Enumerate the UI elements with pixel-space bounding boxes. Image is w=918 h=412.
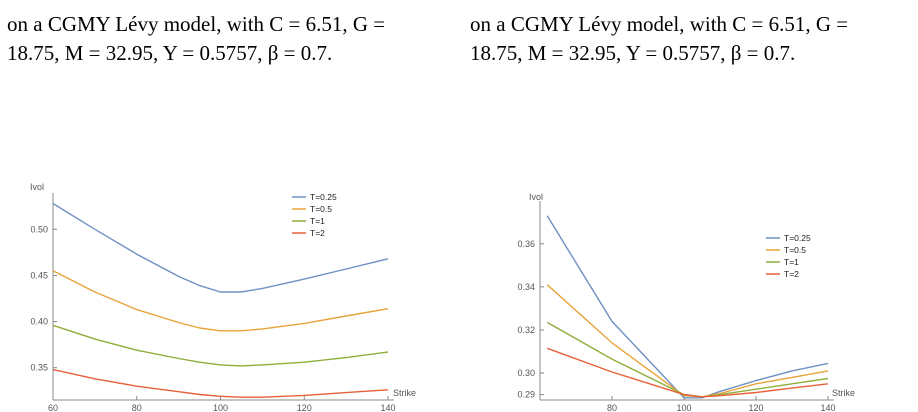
y-tick-label: 0.36 [517, 239, 535, 249]
caption-right-line-1: on a CGMY Lévy model, with C = 6.51, G = [470, 12, 849, 36]
y-tick-label: 0.32 [517, 325, 535, 335]
x-tick-label: 80 [132, 403, 142, 412]
series-line-t-2 [546, 347, 829, 398]
x-axis-label: Strike [832, 388, 855, 398]
legend-label: T=0.5 [310, 204, 332, 214]
y-axis-label: Ivol [529, 192, 543, 202]
y-tick-label: 0.34 [517, 282, 535, 292]
series-line-t-1 [546, 321, 829, 398]
series-line-t-0-25 [52, 202, 389, 293]
y-tick-label: 0.35 [30, 363, 48, 373]
x-tick-label: 140 [380, 403, 395, 412]
x-tick-label: 100 [676, 403, 691, 412]
x-tick-label: 60 [48, 403, 58, 412]
series-line-t-0-25 [546, 215, 829, 399]
legend-label: T=0.25 [784, 233, 811, 243]
caption-right-line-2: 18.75, M = 32.95, Y = 0.5757, β = 0.7. [470, 41, 796, 65]
x-tick-label: 80 [607, 403, 617, 412]
x-tick-label: 120 [748, 403, 763, 412]
legend-label: T=0.25 [310, 192, 337, 202]
x-tick-label: 100 [213, 403, 228, 412]
legend-label: T=2 [784, 269, 799, 279]
caption-left-line-2: 18.75, M = 32.95, Y = 0.5757, β = 0.7. [7, 41, 333, 65]
series-line-t-0-5 [546, 284, 829, 398]
y-tick-label: 0.45 [30, 270, 48, 280]
left-ivol-chart: 60 80 100 120 140 0.35 0.40 0.45 0.50 Strike Ivol T… [30, 182, 416, 412]
legend-label: T=2 [310, 228, 325, 238]
right-ivol-chart: 80 100 120 140 0.29 0.30 0.32 0.34 0.36 Strike Ivo… [517, 192, 855, 412]
series-line-t-0-5 [52, 270, 389, 332]
x-tick-label: 140 [820, 403, 835, 412]
y-tick-label: 0.40 [30, 317, 48, 327]
y-tick-label: 0.29 [517, 390, 535, 400]
legend-label: T=1 [310, 216, 325, 226]
series-line-t-2 [52, 368, 389, 398]
x-axis-label: Strike [393, 388, 416, 398]
caption-left-line-1: on a CGMY Lévy model, with C = 6.51, G = [7, 12, 386, 36]
y-tick-label: 0.50 [30, 224, 48, 234]
x-tick-label: 120 [297, 403, 312, 412]
y-axis-label: Ivol [30, 182, 44, 192]
y-tick-label: 0.30 [517, 368, 535, 378]
legend-label: T=1 [784, 257, 799, 267]
legend-label: T=0.5 [784, 245, 806, 255]
caption-right: on a CGMY Lévy model, with C = 6.51, G =… [470, 10, 916, 68]
series-line-t-1 [52, 324, 389, 367]
caption-left: on a CGMY Lévy model, with C = 6.51, G =… [7, 10, 462, 68]
